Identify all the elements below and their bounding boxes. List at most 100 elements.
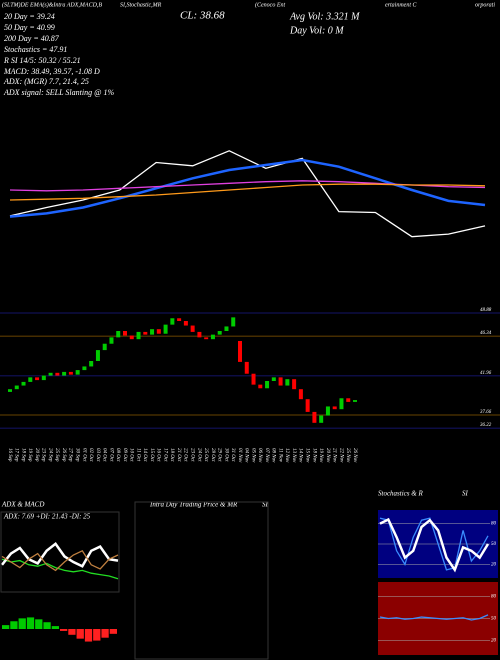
x-tick-label: 28 Oct bbox=[210, 448, 215, 462]
x-tick-label: 08 Oct bbox=[115, 448, 120, 462]
y-tick-label: 48.88 bbox=[480, 308, 492, 313]
x-tick-label: 13 Nov bbox=[291, 448, 296, 463]
x-tick-label: 16 Oct bbox=[156, 448, 161, 462]
name: orporati bbox=[475, 2, 495, 8]
candle bbox=[62, 371, 67, 376]
candle bbox=[224, 326, 229, 331]
candle bbox=[82, 366, 87, 371]
candle bbox=[325, 406, 330, 416]
info-line: 50 Day = 40.99 bbox=[4, 23, 55, 32]
series-line bbox=[9, 150, 486, 238]
series-line bbox=[1, 542, 119, 568]
x-tick-label: 17 Oct bbox=[162, 448, 167, 462]
candle bbox=[346, 398, 351, 402]
candle bbox=[55, 372, 60, 376]
candle bbox=[204, 337, 209, 340]
x-tick-label: 07 Oct bbox=[108, 448, 113, 462]
y-tick-label: 20 bbox=[491, 563, 497, 568]
info-line: Stochastics = 47.91 bbox=[4, 45, 67, 54]
x-tick-label: 30 Sep bbox=[75, 448, 80, 462]
x-tick-label: 18 Sep bbox=[20, 448, 25, 462]
candle bbox=[177, 318, 182, 321]
candle bbox=[129, 335, 134, 340]
x-tick-label: 18 Oct bbox=[169, 448, 174, 462]
candle bbox=[163, 324, 168, 334]
x-tick-label: 08 Nov bbox=[271, 448, 276, 463]
x-tick-label: 27 Sep bbox=[68, 448, 73, 462]
x-tick-label: 19 Nov bbox=[318, 448, 323, 463]
x-tick-label: 10 Oct bbox=[129, 448, 134, 462]
studies: (SLTM)DE EMA(s)&Intra ADX,MACD,B bbox=[2, 1, 102, 8]
candle bbox=[217, 331, 222, 335]
x-tick-label: 26 Sep bbox=[61, 448, 66, 462]
avg-vol: Avg Vol: 3.321 M bbox=[289, 11, 360, 22]
macd-bar bbox=[101, 629, 109, 638]
macd-bar bbox=[2, 625, 10, 629]
candle bbox=[265, 381, 270, 389]
close: CL: 38.68 bbox=[180, 10, 225, 22]
info-line: ADX signal: SELL Slanting @ 1% bbox=[3, 88, 114, 97]
x-tick-label: 04 Nov bbox=[244, 448, 249, 463]
name: (Cenoco Ent bbox=[255, 1, 285, 8]
intraday-panel bbox=[134, 501, 269, 660]
candle bbox=[123, 331, 127, 336]
x-tick-label: 16 Sep bbox=[7, 448, 12, 462]
y-tick-label: 20 bbox=[491, 639, 497, 644]
macd-bar bbox=[35, 619, 43, 629]
candle bbox=[143, 331, 148, 335]
candle bbox=[244, 361, 249, 374]
series-line bbox=[379, 517, 489, 571]
x-tick-label: 20 Sep bbox=[34, 448, 39, 462]
candle bbox=[116, 331, 121, 338]
y-tick-label: 50 bbox=[491, 542, 497, 547]
candle bbox=[68, 371, 73, 375]
x-tick-label: 20 Nov bbox=[325, 448, 330, 463]
x-tick-label: 02 Oct bbox=[88, 448, 93, 462]
series-line bbox=[1, 558, 119, 580]
macd-bar bbox=[68, 629, 76, 635]
candle bbox=[258, 384, 263, 389]
candle bbox=[271, 377, 276, 381]
macd-bar bbox=[10, 621, 18, 629]
candle bbox=[319, 415, 324, 423]
x-tick-label: 23 Sep bbox=[41, 448, 46, 462]
macd-bar bbox=[26, 617, 35, 629]
x-tick-label: 04 Oct bbox=[102, 448, 107, 462]
x-tick-label: 11 Nov bbox=[277, 448, 282, 463]
candle bbox=[285, 379, 290, 386]
x-tick-label: 03 Oct bbox=[95, 448, 100, 462]
info-line: R SI 14/5: 50.32 / 55.21 bbox=[3, 56, 81, 65]
candle bbox=[156, 329, 161, 334]
candle bbox=[197, 331, 202, 338]
candle bbox=[238, 341, 242, 362]
macd-bar bbox=[43, 622, 51, 629]
x-tick-label: 25 Oct bbox=[203, 448, 208, 462]
candle bbox=[48, 372, 53, 376]
y-tick-label: 46.34 bbox=[480, 331, 492, 336]
candle bbox=[95, 350, 100, 361]
y-tick-label: 80 bbox=[491, 522, 497, 527]
x-tick-label: 15 Oct bbox=[149, 448, 154, 462]
panel-title: SI bbox=[262, 501, 269, 509]
x-tick-label: 30 Oct bbox=[223, 448, 228, 462]
x-tick-label: 14 Oct bbox=[142, 448, 147, 462]
x-tick-label: 17 Sep bbox=[14, 448, 19, 462]
candle bbox=[353, 400, 357, 402]
candle bbox=[41, 375, 46, 381]
panel-title: SI bbox=[462, 490, 469, 498]
candle bbox=[278, 377, 283, 386]
x-tick-label: 22 Nov bbox=[338, 448, 343, 463]
panel-subtitle: ADX: 7.69 +DI: 21.43 -DI: 25 bbox=[3, 513, 91, 521]
candle bbox=[298, 389, 303, 400]
x-tick-label: 24 Sep bbox=[47, 448, 52, 462]
macd-bar bbox=[93, 629, 101, 641]
candle bbox=[332, 406, 337, 410]
panel-title: ADX & MACD bbox=[1, 501, 44, 509]
candle bbox=[292, 379, 297, 390]
macd-bar bbox=[84, 629, 93, 642]
candle bbox=[35, 377, 40, 381]
candle bbox=[312, 411, 317, 423]
y-tick-label: 50 bbox=[491, 617, 497, 622]
